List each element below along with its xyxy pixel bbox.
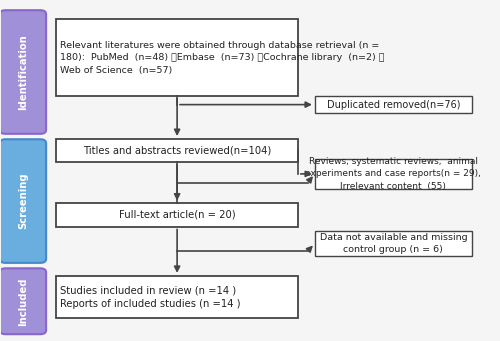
Text: Titles and abstracts reviewed(n=104): Titles and abstracts reviewed(n=104) <box>83 146 271 155</box>
FancyBboxPatch shape <box>56 19 298 96</box>
Text: Identification: Identification <box>18 34 28 110</box>
Text: Reviews, systematic reviews,  animal
experiments and case reports(n = 29),
Irrel: Reviews, systematic reviews, animal expe… <box>306 157 482 191</box>
Text: Studies included in review (n =14 )
Reports of included studies (n =14 ): Studies included in review (n =14 ) Repo… <box>60 285 240 309</box>
Text: Relevant literatures were obtained through database retrieval (n =
180):  PubMed: Relevant literatures were obtained throu… <box>60 41 384 75</box>
Text: Full-text article(n = 20): Full-text article(n = 20) <box>119 210 236 220</box>
FancyBboxPatch shape <box>315 96 472 114</box>
FancyBboxPatch shape <box>56 276 298 318</box>
Text: Duplicated removed(n=76): Duplicated removed(n=76) <box>326 100 460 109</box>
FancyBboxPatch shape <box>56 204 298 226</box>
FancyBboxPatch shape <box>0 139 46 263</box>
FancyBboxPatch shape <box>0 268 46 334</box>
Text: Included: Included <box>18 277 28 326</box>
FancyBboxPatch shape <box>0 10 46 134</box>
Text: Screening: Screening <box>18 173 28 229</box>
Text: Data not available and missing
control group (n = 6): Data not available and missing control g… <box>320 233 467 254</box>
FancyBboxPatch shape <box>56 139 298 162</box>
FancyBboxPatch shape <box>315 231 472 256</box>
FancyBboxPatch shape <box>315 159 472 189</box>
